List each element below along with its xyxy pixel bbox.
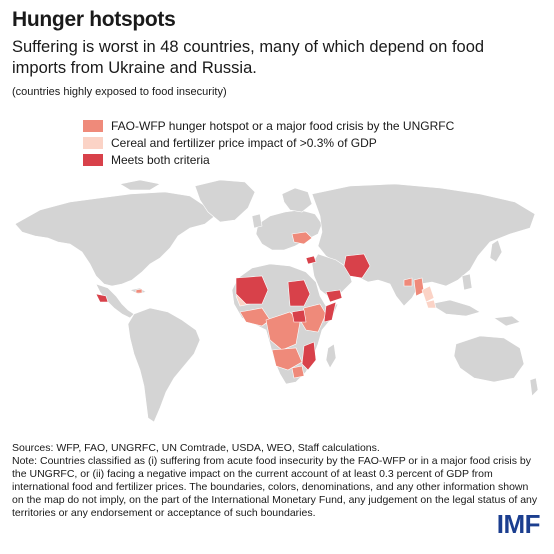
- scandinavia: [281, 187, 313, 213]
- hotspot-ukraine: [291, 231, 313, 245]
- arctic-islands: [119, 179, 161, 191]
- hotspot-caribbean-haiti: [135, 288, 143, 294]
- legend-swatch-hotspot: [83, 119, 103, 132]
- philippines: [461, 273, 473, 291]
- both-syria: [305, 255, 317, 265]
- both-south-sudan: [291, 309, 307, 323]
- legend-item-hotspot: FAO-WFP hunger hotspot or a major food c…: [83, 117, 454, 134]
- uk: [251, 213, 263, 229]
- legend-label-price-impact: Cereal and fertilizer price impact of >0…: [111, 135, 377, 150]
- chart-subtitle: Suffering is worst in 48 countries, many…: [12, 38, 485, 77]
- legend-item-both: Meets both criteria: [83, 151, 454, 168]
- australia: [453, 335, 525, 383]
- southeast-asia-islands: [429, 299, 481, 317]
- hotspot-zimbabwe: [291, 365, 305, 379]
- legend-label-hotspot: FAO-WFP hunger hotspot or a major food c…: [111, 118, 455, 133]
- legend-label-both: Meets both criteria: [111, 152, 210, 167]
- footer-notes: Sources: WFP, FAO, UNGRFC, UN Comtrade, …: [12, 442, 542, 520]
- both-sudan: [287, 279, 311, 307]
- hotspot-west-africa: [239, 307, 271, 327]
- greenland: [194, 179, 256, 223]
- new-zealand: [529, 377, 539, 397]
- hotspot-bangladesh: [403, 277, 413, 287]
- south-america: [127, 307, 201, 423]
- hotspot-angola-zambia: [271, 347, 303, 371]
- footnote-text: Note: Countries classified as (i) suffer…: [12, 455, 538, 519]
- price-impact-laos: [421, 285, 435, 303]
- both-sahel: [235, 275, 269, 305]
- legend-item-price-impact: Cereal and fertilizer price impact of >0…: [83, 134, 454, 151]
- both-afghanistan-pakistan: [343, 253, 371, 279]
- papua: [493, 315, 521, 327]
- legend: FAO-WFP hunger hotspot or a major food c…: [83, 117, 454, 168]
- imf-logo: IMF: [496, 509, 541, 539]
- madagascar: [325, 343, 337, 369]
- both-central-america: [95, 293, 109, 303]
- legend-swatch-both: [83, 153, 103, 166]
- chart-note: (countries highly exposed to food insecu…: [12, 86, 227, 98]
- japan: [489, 239, 503, 263]
- sources-text: Sources: WFP, FAO, UNGRFC, UN Comtrade, …: [12, 442, 380, 454]
- price-impact-cambodia: [425, 299, 437, 309]
- chart-title: Hunger hotspots: [12, 8, 176, 31]
- world-map: [14, 179, 539, 423]
- north-america: [14, 191, 216, 287]
- legend-swatch-price-impact: [83, 136, 103, 149]
- both-mozambique-malawi: [301, 341, 317, 371]
- europe: [255, 209, 323, 251]
- both-yemen: [325, 289, 343, 303]
- hotspot-central-africa: [265, 311, 301, 351]
- hotspot-myanmar: [413, 277, 425, 297]
- both-somalia: [323, 301, 337, 323]
